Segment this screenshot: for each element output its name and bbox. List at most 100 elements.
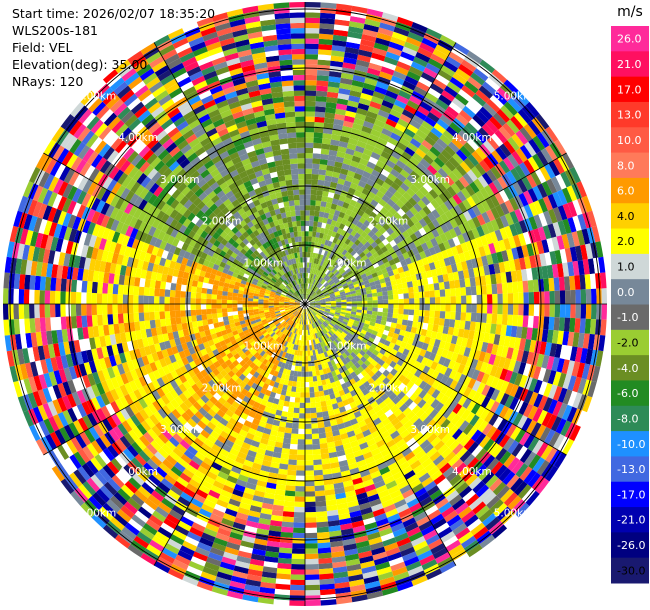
velocity-gate [444,288,451,297]
velocity-gate [326,286,333,291]
velocity-gate [394,123,407,133]
velocity-gate [345,148,355,156]
velocity-gate [485,119,499,134]
velocity-gate [497,293,503,304]
velocity-gate [352,122,363,131]
velocity-gate [348,285,355,290]
velocity-gate [399,195,409,205]
velocity-gate [311,291,316,297]
velocity-gate [309,299,315,303]
velocity-gate [532,135,546,151]
velocity-gate [305,480,315,487]
velocity-gate [393,177,404,187]
velocity-gate [280,531,294,538]
velocity-gate [492,112,507,127]
velocity-gate [323,228,330,235]
velocity-gate [293,522,305,528]
velocity-gate [305,251,308,258]
velocity-gate [532,315,539,329]
velocity-gate [306,293,309,300]
velocity-gate [318,265,322,271]
velocity-gate [355,59,370,68]
velocity-gate [342,201,350,209]
velocity-gate [397,216,407,226]
velocity-gate [317,64,331,71]
velocity-gate [333,289,340,293]
velocity-gate [562,153,575,170]
velocity-gate [543,163,556,179]
velocity-gate [507,154,519,168]
velocity-gate [485,209,496,222]
velocity-gate [305,288,307,294]
velocity-gate [301,371,305,377]
velocity-gate [372,307,378,312]
velocity-gate [309,220,314,227]
velocity-gate [402,222,411,231]
velocity-gate [465,101,480,115]
velocity-gate [460,295,467,304]
velocity-gate [279,542,293,549]
velocity-gate [361,125,373,134]
velocity-gate [532,185,543,201]
velocity-gate [227,311,233,317]
velocity-gate [458,89,473,102]
velocity-gate [405,209,415,219]
velocity-gate [525,173,537,189]
velocity-gate [337,259,344,266]
velocity-gate [316,75,329,82]
velocity-gate [406,227,415,236]
velocity-gate [448,51,464,64]
velocity-gate [185,315,192,323]
velocity-gate [443,318,450,327]
velocity-gate [396,173,407,183]
velocity-gate [305,231,309,237]
velocity-gate [331,134,341,142]
velocity-gate [436,251,444,261]
velocity-gate [361,212,370,220]
velocity-gate [405,235,414,245]
velocity-gate [315,96,327,103]
velocity-gate [372,262,380,269]
velocity-gate [291,558,305,565]
velocity-gate [515,130,529,145]
velocity-gate [315,195,323,202]
velocity-gate [305,121,315,128]
velocity-gate [413,238,421,248]
velocity-gate [338,240,345,248]
velocity-gate [455,287,461,297]
velocity-gate [324,207,331,214]
velocity-gate [443,85,459,98]
velocity-gate [307,246,311,253]
velocity-gate [315,281,320,287]
velocity-gate [454,179,466,191]
velocity-gate [337,146,347,154]
velocity-gate [382,308,389,313]
velocity-gate [534,168,547,184]
velocity-gate [393,299,399,304]
velocity-gate [538,304,545,317]
velocity-gate [360,153,371,162]
velocity-gate [467,138,480,151]
velocity-gate [356,306,363,310]
velocity-gate [543,278,550,292]
velocity-gate [435,44,451,56]
velocity-gate [369,100,382,110]
velocity-gate [343,57,357,65]
velocity-gate [391,31,408,42]
velocity-gate [350,85,363,93]
velocity-gate [504,212,515,226]
velocity-gate [481,294,488,304]
velocity-gate [305,522,317,528]
velocity-gate [326,257,332,264]
velocity-gate [402,164,414,175]
velocity-gate [344,197,352,205]
velocity-gate [465,122,479,135]
velocity-gate [323,212,330,219]
velocity-gate [377,27,394,37]
velocity-gate [324,256,329,263]
velocity-gate [401,213,411,223]
velocity-gate [337,274,343,280]
velocity-gate [310,194,317,201]
velocity-gate [317,179,325,186]
velocity-gate [460,59,477,73]
